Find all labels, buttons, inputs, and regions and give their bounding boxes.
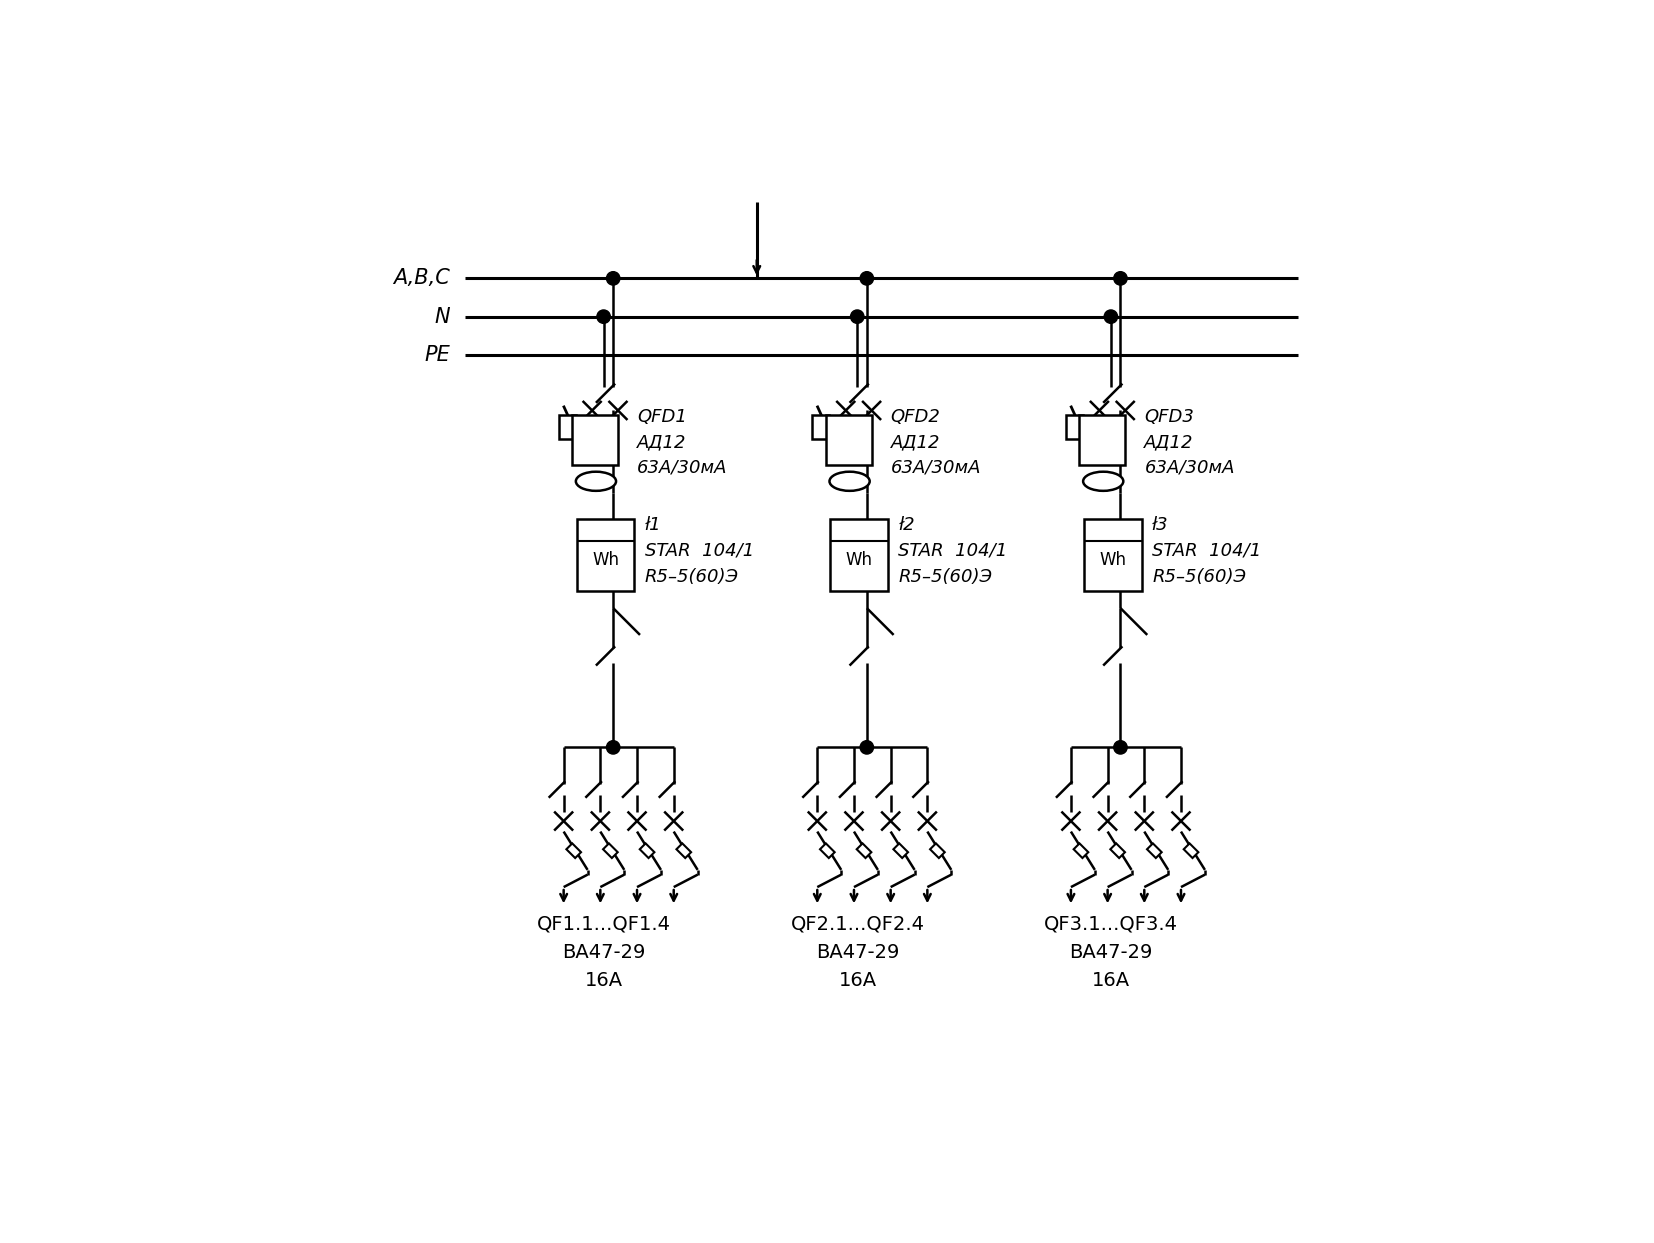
Ellipse shape (1083, 471, 1123, 491)
Text: QF2.1...QF2.4
ВА47-29
16А: QF2.1...QF2.4 ВА47-29 16А (791, 915, 925, 989)
Polygon shape (604, 844, 617, 858)
Text: A,B,C: A,B,C (394, 268, 450, 288)
Polygon shape (640, 844, 655, 858)
Circle shape (597, 310, 610, 323)
Circle shape (607, 272, 620, 285)
Polygon shape (1110, 844, 1125, 858)
Polygon shape (676, 844, 691, 858)
Circle shape (1113, 741, 1126, 755)
Text: PE: PE (425, 346, 450, 365)
Text: ł3
STAR  104/1
R5–5(60)Э: ł3 STAR 104/1 R5–5(60)Э (1153, 516, 1262, 585)
Bar (559, 415, 576, 439)
Bar (1080, 415, 1125, 465)
Polygon shape (1073, 844, 1088, 858)
Polygon shape (820, 844, 835, 858)
Text: Wh: Wh (592, 551, 619, 569)
Text: QFD3
АД12
63А/30мА: QFD3 АД12 63А/30мА (1145, 408, 1236, 477)
Polygon shape (930, 844, 944, 858)
Text: Wh: Wh (1100, 551, 1126, 569)
Text: QFD2
АД12
63А/30мА: QFD2 АД12 63А/30мА (892, 408, 981, 477)
Circle shape (850, 310, 863, 323)
Polygon shape (893, 844, 908, 858)
Ellipse shape (576, 471, 615, 491)
Polygon shape (857, 844, 872, 858)
Bar (812, 415, 830, 439)
Polygon shape (566, 844, 581, 858)
Bar (1065, 415, 1083, 439)
Bar (572, 415, 619, 465)
Text: Wh: Wh (845, 551, 873, 569)
Polygon shape (1184, 844, 1199, 858)
Circle shape (860, 741, 873, 755)
Ellipse shape (830, 471, 870, 491)
Bar (1083, 520, 1141, 590)
Circle shape (860, 272, 873, 285)
Text: QF3.1...QF3.4
ВА47-29
16А: QF3.1...QF3.4 ВА47-29 16А (1044, 915, 1178, 989)
Circle shape (1113, 272, 1126, 285)
Text: QF1.1...QF1.4
ВА47-29
16А: QF1.1...QF1.4 ВА47-29 16А (538, 915, 672, 989)
Text: N: N (435, 307, 450, 327)
Text: ł1
STAR  104/1
R5–5(60)Э: ł1 STAR 104/1 R5–5(60)Э (645, 516, 754, 585)
Circle shape (1105, 310, 1118, 323)
Circle shape (607, 741, 620, 755)
Bar (577, 520, 633, 590)
Polygon shape (1146, 844, 1161, 858)
Text: ł2
STAR  104/1
R5–5(60)Э: ł2 STAR 104/1 R5–5(60)Э (898, 516, 1007, 585)
Bar (830, 520, 888, 590)
Text: QFD1
АД12
63А/30мА: QFD1 АД12 63А/30мА (637, 408, 728, 477)
Bar (825, 415, 872, 465)
